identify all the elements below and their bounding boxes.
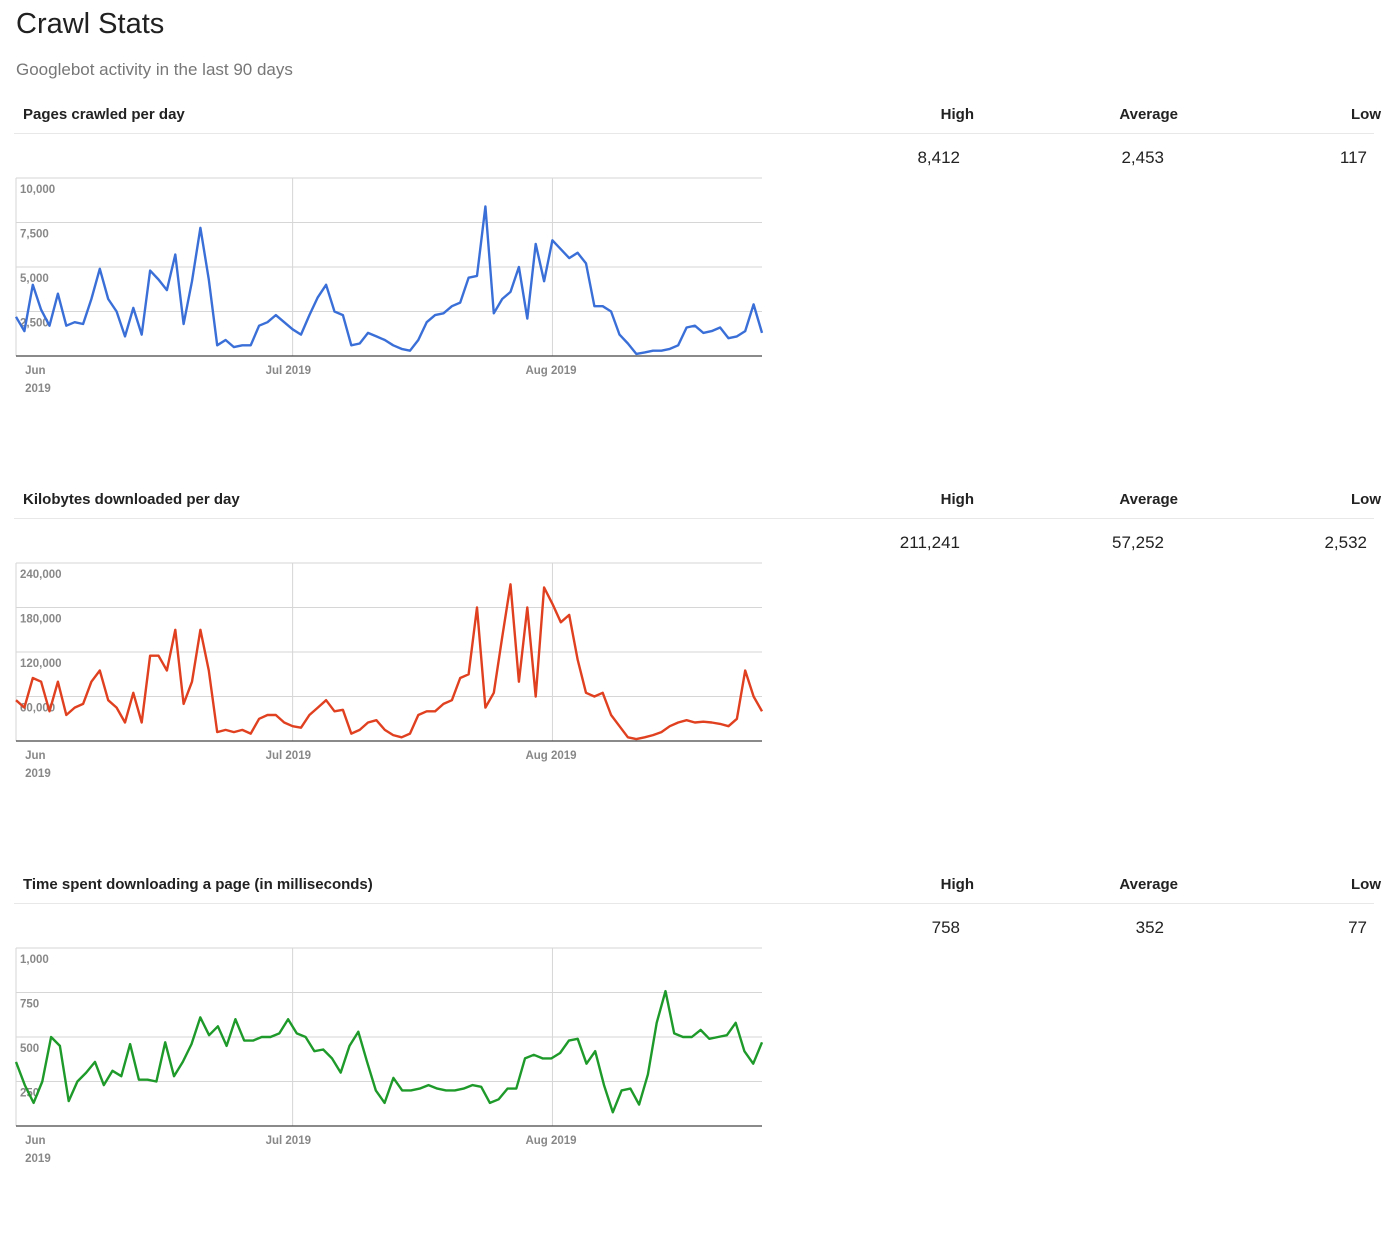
- low-value: 2,532: [1324, 533, 1367, 552]
- x-tick-label: Jun: [25, 750, 45, 762]
- x-tick-label: Jun: [25, 365, 45, 377]
- section-header: Time spent downloading a page (in millis…: [14, 870, 1381, 904]
- high-header: High: [940, 491, 974, 508]
- y-tick-label: 750: [20, 999, 39, 1011]
- low-value: 77: [1348, 918, 1367, 937]
- section-title: Kilobytes downloaded per day: [23, 491, 240, 508]
- high-header: High: [940, 876, 974, 893]
- high-value: 211,241: [899, 533, 960, 552]
- section-header: Kilobytes downloaded per day High Averag…: [14, 485, 1381, 519]
- y-tick-label: 10,000: [20, 184, 55, 196]
- x-tick-label: Jul 2019: [266, 750, 311, 762]
- low-header: Low: [1351, 106, 1381, 123]
- pages-crawled-section: Pages crawled per day High Average Low 8…: [0, 100, 1400, 485]
- x-tick-label: 2019: [25, 1153, 51, 1165]
- average-value: 57,252: [1112, 533, 1164, 552]
- low-header: Low: [1351, 491, 1381, 508]
- x-tick-label: 2019: [25, 383, 51, 395]
- section-title: Pages crawled per day: [23, 106, 185, 123]
- x-tick-label: Jul 2019: [266, 365, 311, 377]
- x-tick-label: 2019: [25, 768, 51, 780]
- y-tick-label: 180,000: [20, 614, 62, 626]
- average-header: Average: [1119, 876, 1178, 893]
- x-tick-label: Aug 2019: [525, 365, 576, 377]
- high-value: 8,412: [917, 148, 960, 167]
- high-value: 758: [931, 918, 960, 937]
- average-value: 2,453: [1121, 148, 1164, 167]
- section-header: Pages crawled per day High Average Low: [14, 100, 1381, 134]
- low-value: 117: [1339, 148, 1367, 167]
- download-time-section: Time spent downloading a page (in millis…: [0, 870, 1400, 1255]
- average-header: Average: [1119, 106, 1178, 123]
- y-tick-label: 1,000: [20, 954, 49, 966]
- x-tick-label: Jun: [25, 1135, 45, 1147]
- section-title: Time spent downloading a page (in millis…: [23, 876, 373, 893]
- series-line: [14, 989, 764, 1114]
- low-header: Low: [1351, 876, 1381, 893]
- x-tick-label: Aug 2019: [525, 750, 576, 762]
- average-header: Average: [1119, 491, 1178, 508]
- series-line: [14, 205, 764, 356]
- x-tick-label: Jul 2019: [266, 1135, 311, 1147]
- kilobytes-downloaded-section: Kilobytes downloaded per day High Averag…: [0, 485, 1400, 870]
- y-tick-label: 120,000: [20, 658, 62, 670]
- x-tick-label: Aug 2019: [525, 1135, 576, 1147]
- kilobytes-downloaded-chart[interactable]: 240,000 180,000 120,000 60,000 Jun 2019 Jul 20…: [0, 550, 780, 790]
- y-tick-label: 7,500: [20, 229, 49, 241]
- y-tick-label: 240,000: [20, 569, 62, 581]
- y-tick-label: 5,000: [20, 273, 49, 285]
- page-subtitle: Googlebot activity in the last 90 days: [16, 60, 293, 79]
- series-line: [15, 583, 764, 741]
- high-header: High: [940, 106, 974, 123]
- average-value: 352: [1135, 918, 1164, 937]
- page-title: Crawl Stats: [16, 8, 165, 40]
- y-tick-label: 60,000: [20, 703, 55, 715]
- y-tick-label: 500: [20, 1043, 39, 1055]
